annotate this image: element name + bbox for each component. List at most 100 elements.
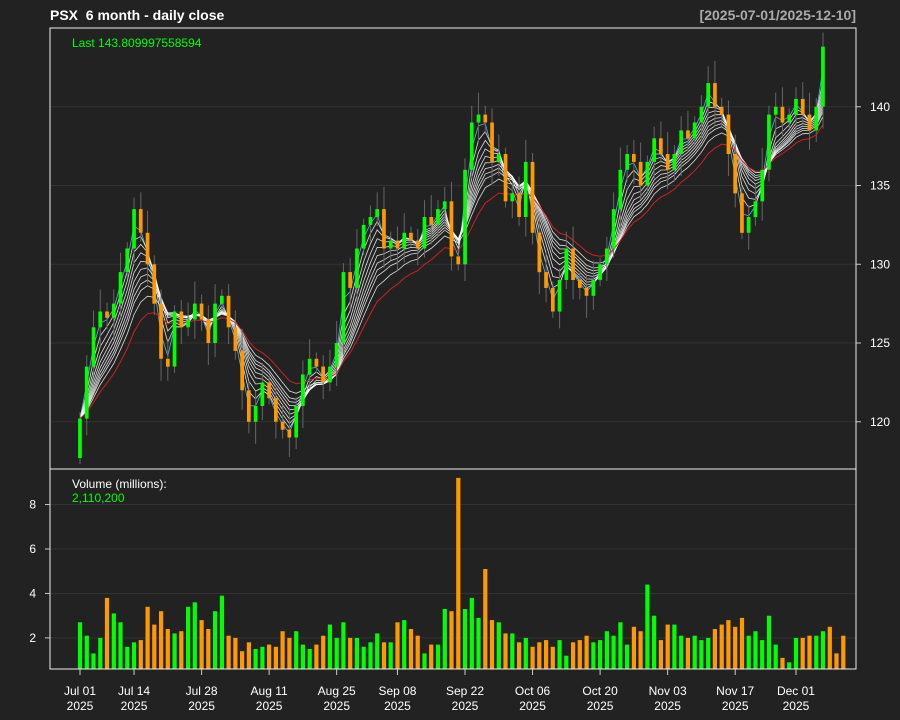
candle-body	[659, 138, 663, 155]
candle-body	[84, 366, 89, 419]
candle-body	[179, 311, 184, 328]
date-range-label: [2025-07-01/2025-12-10]	[700, 7, 856, 23]
candle-body	[598, 264, 602, 281]
volume-bar	[246, 642, 251, 669]
date-tick-label: Dec 01	[777, 684, 815, 698]
candle-body	[713, 83, 717, 107]
candle-body	[469, 122, 474, 170]
volume-bar	[429, 644, 434, 669]
candle-body	[490, 122, 494, 162]
date-tick-year: 2025	[452, 699, 479, 713]
volume-bar	[719, 624, 724, 669]
date-tick-year: 2025	[722, 699, 749, 713]
candle-body	[767, 114, 771, 170]
volume-bar	[307, 649, 312, 669]
candle-body	[503, 154, 508, 202]
volume-bar	[415, 635, 420, 669]
candle-body	[645, 161, 650, 186]
volume-bar	[625, 644, 630, 669]
volume-last-value: 2,110,200	[72, 491, 125, 505]
volume-bar	[327, 624, 332, 669]
candle-body	[382, 209, 386, 249]
volume-bar	[611, 635, 616, 669]
candle-body	[632, 154, 636, 162]
volume-bar	[395, 622, 400, 669]
candle-body	[463, 169, 467, 265]
date-tick-label: Oct 06	[515, 684, 551, 698]
candle-body	[794, 98, 798, 115]
candle-body	[138, 209, 143, 233]
candle-body	[186, 319, 190, 328]
volume-bar	[584, 635, 589, 669]
price-tick-label: 120	[870, 415, 890, 429]
candle-body	[145, 232, 150, 265]
volume-bar	[787, 662, 792, 669]
volume-bar	[172, 633, 177, 669]
volume-bar	[341, 622, 346, 669]
candle-body	[226, 295, 231, 328]
volume-bar	[645, 584, 650, 669]
candle-body	[206, 319, 211, 343]
candle-body	[537, 232, 542, 273]
volume-bar	[206, 629, 211, 669]
price-gridlines	[50, 106, 856, 423]
candle-body	[193, 303, 197, 320]
volume-bar	[760, 640, 765, 669]
volume-bar	[273, 646, 278, 669]
volume-tick-label: 4	[29, 586, 36, 600]
candle-body	[557, 280, 562, 312]
volume-bar	[152, 624, 157, 669]
volume-series	[77, 477, 846, 669]
candle-body	[321, 366, 325, 383]
volume-bar	[557, 640, 562, 669]
candle-body	[78, 418, 82, 458]
volume-bar	[348, 637, 353, 669]
candle-body	[415, 240, 420, 249]
candle-body	[429, 217, 434, 225]
candle-body	[638, 161, 643, 186]
candle-body	[125, 248, 130, 273]
date-tick-year: 2025	[67, 699, 94, 713]
candle-body	[611, 209, 616, 249]
volume-bar	[91, 653, 96, 669]
candle-body	[672, 154, 677, 170]
candle-body	[98, 311, 103, 328]
volume-bar	[314, 644, 319, 669]
price-tick-label: 135	[870, 179, 890, 193]
volume-bar	[820, 631, 826, 669]
volume-bar	[476, 617, 481, 669]
volume-axis: 2 4 6 8	[29, 498, 50, 645]
date-tick-year: 2025	[188, 699, 215, 713]
volume-bar	[658, 640, 663, 669]
volume-bar	[780, 657, 785, 669]
volume-bar	[226, 635, 231, 669]
candle-body	[618, 169, 623, 210]
date-tick-label: Oct 20	[582, 684, 618, 698]
candle-body	[152, 264, 157, 304]
volume-tick-label: 8	[29, 498, 36, 512]
volume-bar	[577, 640, 582, 669]
candle-body	[328, 366, 332, 383]
candle-body	[746, 217, 751, 233]
candle-body	[530, 161, 535, 233]
candle-body	[814, 106, 819, 131]
volume-bar	[672, 624, 677, 669]
volume-bar	[544, 640, 549, 669]
candle-body	[584, 287, 589, 296]
candle-body	[821, 46, 825, 107]
volume-bar	[219, 595, 224, 669]
volume-bar	[483, 569, 488, 669]
candle-body	[517, 193, 521, 217]
candle-body	[578, 280, 582, 288]
date-tick-label: Sep 08	[378, 684, 416, 698]
volume-bar	[145, 606, 150, 669]
volume-bar	[726, 620, 731, 669]
candle-body	[476, 114, 481, 123]
candle-body	[280, 421, 285, 430]
volume-bar	[98, 637, 103, 669]
price-tick-label: 140	[870, 100, 890, 114]
date-tick-label: Nov 03	[649, 684, 687, 698]
candle-body	[665, 154, 670, 170]
candle-body	[361, 224, 366, 249]
